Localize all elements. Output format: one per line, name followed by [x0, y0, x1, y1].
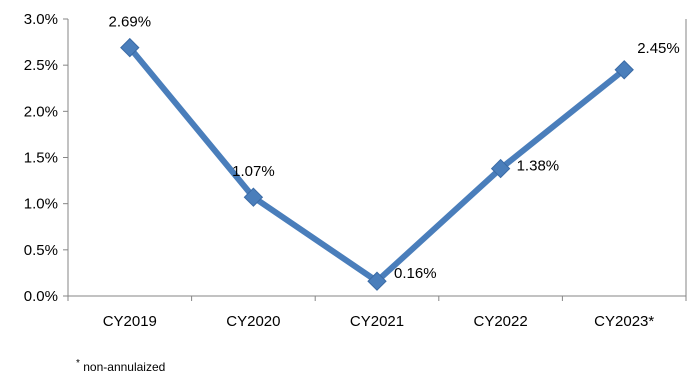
footnote-text: non-annulaized [83, 360, 166, 374]
footnote-marker: * [76, 358, 80, 369]
y-tick-label: 2.5% [24, 57, 58, 74]
x-axis-ticks: CY2019 CY2020 CY2021 CY2022 CY2023* [67, 296, 687, 330]
footnote: * non-annulaized [76, 358, 165, 374]
data-label: 1.38% [517, 158, 560, 175]
data-label: 0.16% [394, 265, 437, 282]
data-labels: 2.69% 1.07% 0.16% 1.38% 2.45% [109, 14, 680, 283]
y-tick-label: 2.0% [24, 103, 58, 120]
series-layer [120, 37, 634, 291]
data-point-marker [367, 271, 387, 291]
data-point-marker [614, 60, 634, 80]
y-tick-label: 3.0% [24, 11, 58, 28]
chart-axes [67, 19, 687, 297]
y-tick-label: 0.5% [24, 242, 58, 259]
data-label: 1.07% [232, 163, 275, 180]
x-tick-label: CY2022 [473, 313, 527, 330]
y-tick-label: 0.0% [24, 288, 58, 305]
data-label: 2.69% [109, 14, 152, 31]
data-point-marker [490, 158, 511, 179]
x-tick-label: CY2019 [103, 313, 157, 330]
data-point-marker [243, 187, 264, 207]
x-tick-label: CY2020 [226, 313, 280, 330]
x-tick-label: CY2021 [350, 313, 404, 330]
data-point-marker [120, 37, 140, 58]
y-axis-ticks: 0.0% 0.5% 1.0% 1.5% 2.0% 2.5% 3.0% [24, 11, 68, 305]
y-tick-label: 1.5% [24, 150, 58, 167]
y-tick-label: 1.0% [24, 196, 58, 213]
data-label: 2.45% [637, 40, 680, 57]
x-tick-label: CY2023* [594, 313, 654, 330]
